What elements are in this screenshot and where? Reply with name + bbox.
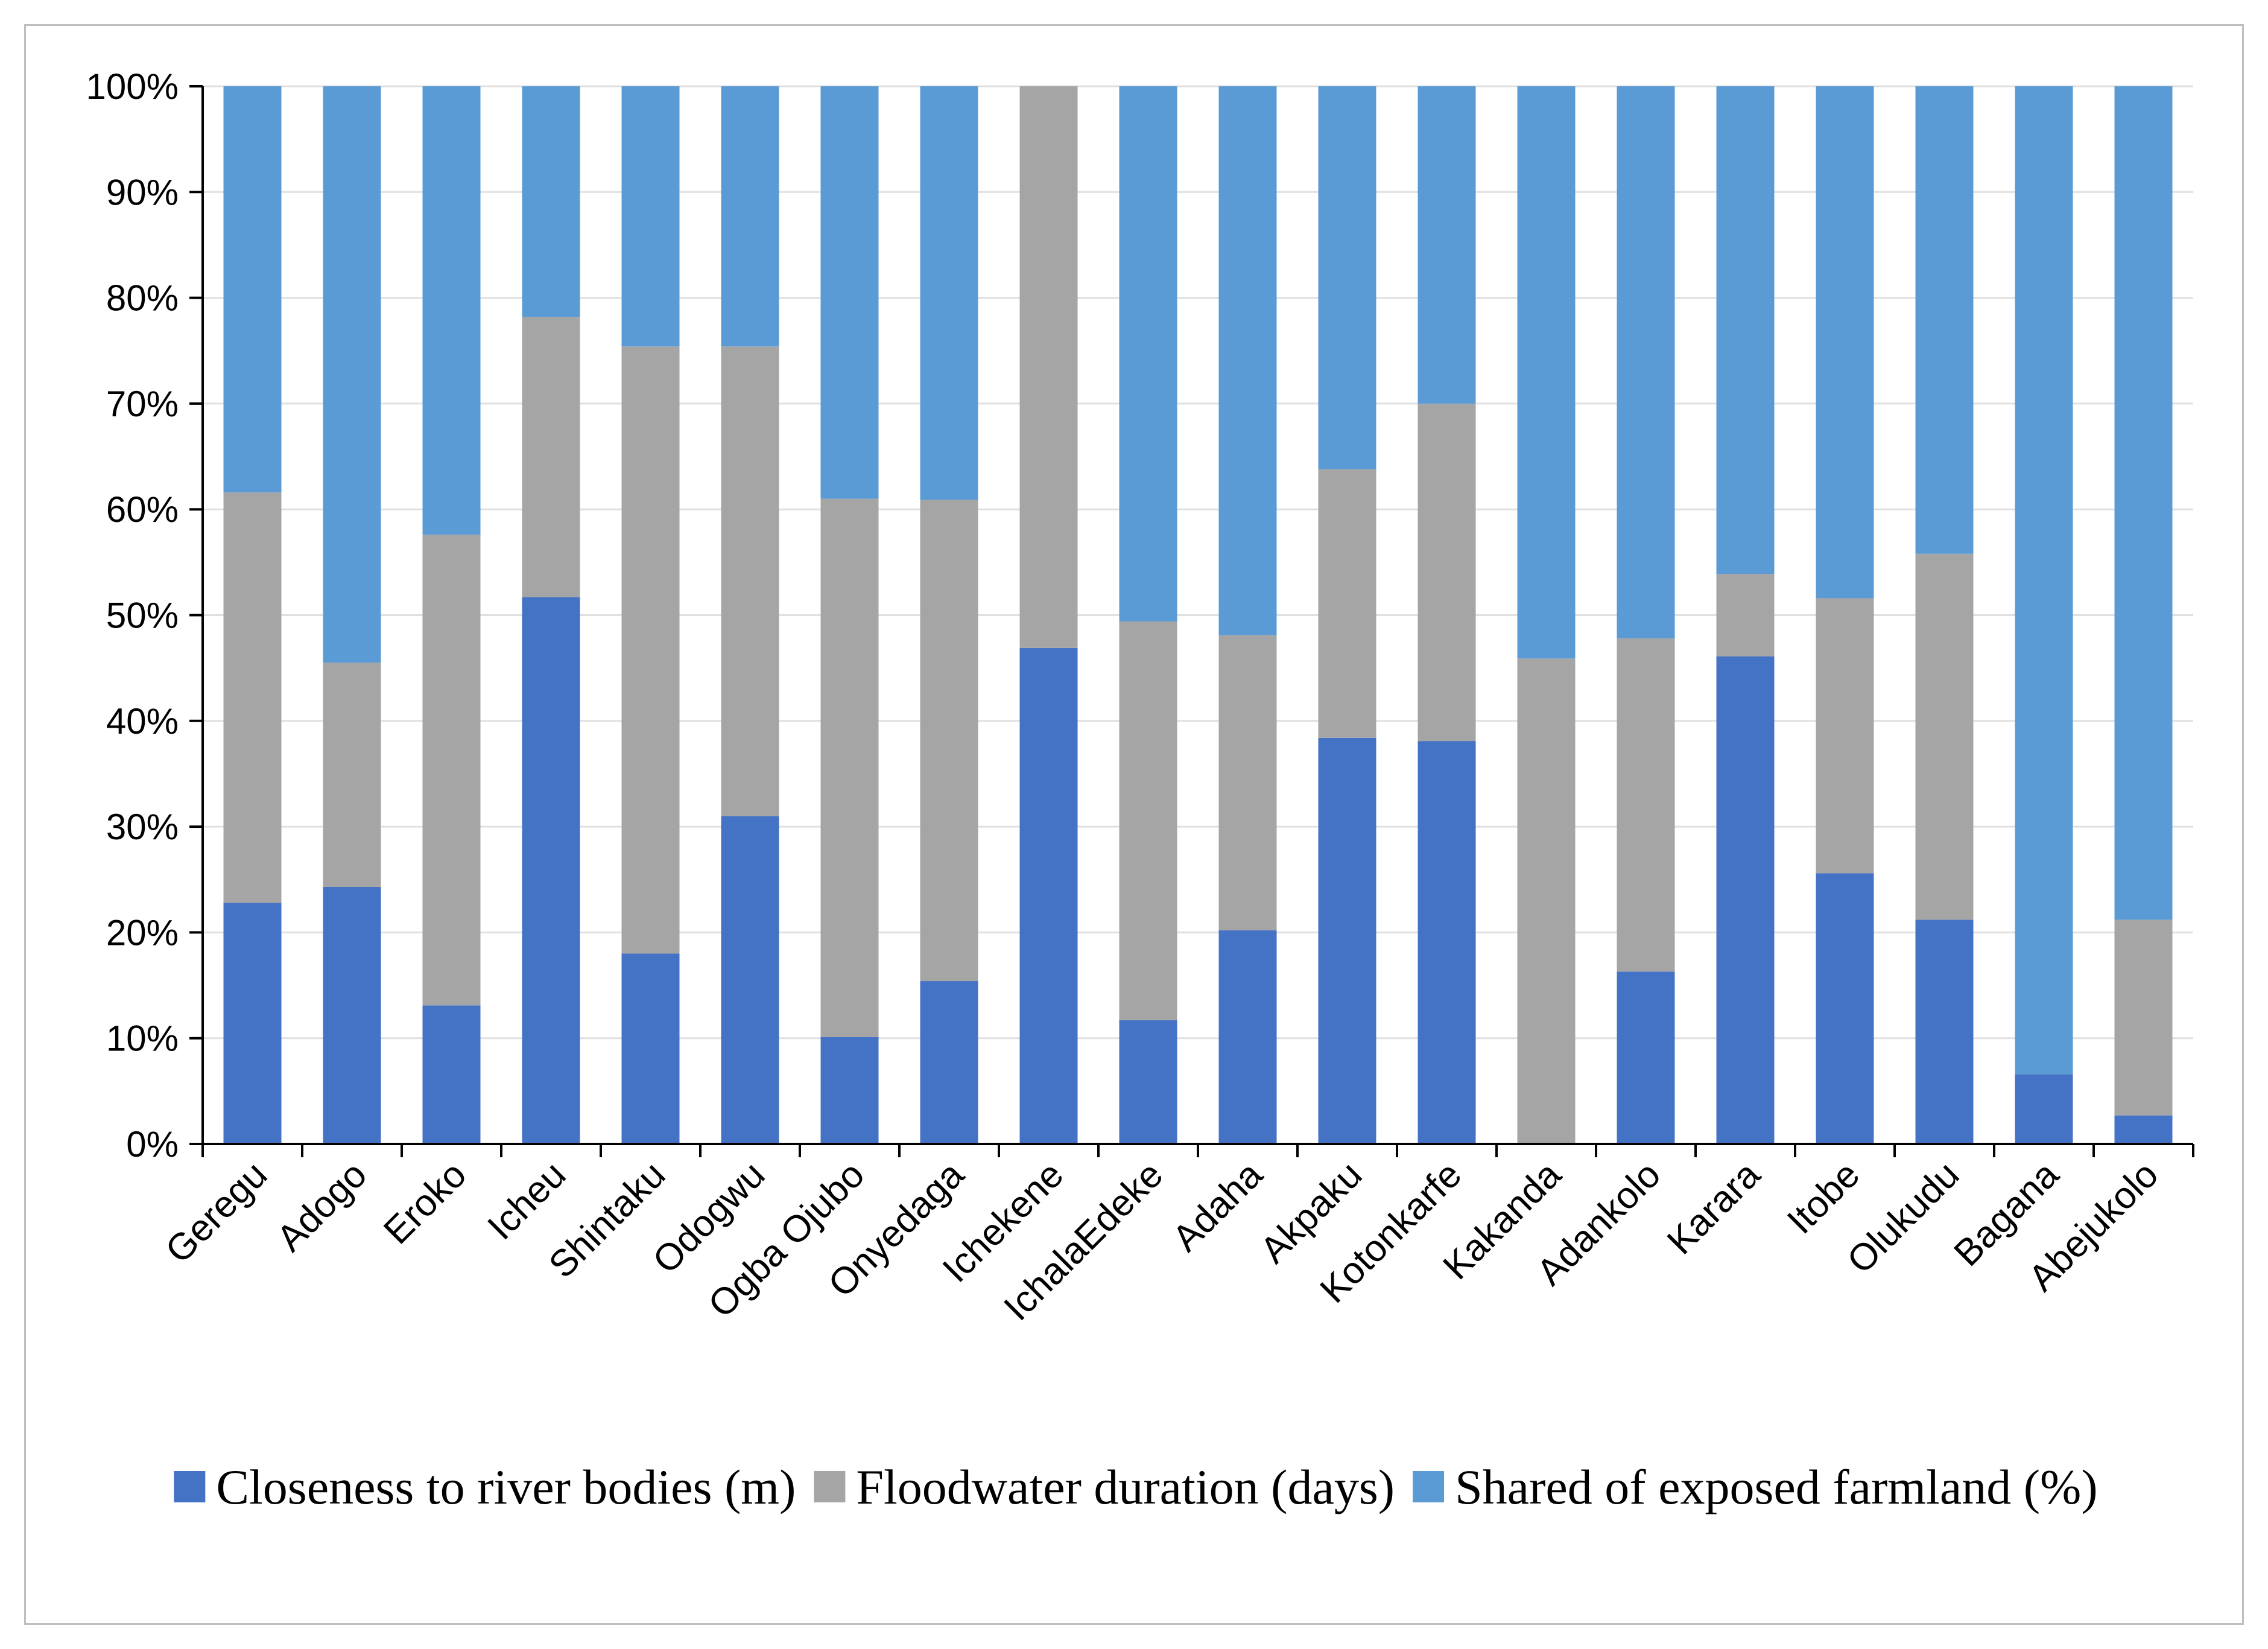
bar-segment-adogo-s3 <box>323 86 381 663</box>
bar-segment-shintaku-s3 <box>621 86 680 347</box>
legend-item-3: Shared of exposed farmland (%) <box>1413 1460 2098 1514</box>
bars <box>223 86 2173 1144</box>
chart-frame: 0% 10% 20% 30% 40% 50% 60% 70% 80% 90% 100% Geregu… <box>24 24 2244 1625</box>
bar-segment-onyedaga-s1 <box>920 981 978 1144</box>
bar-segment-olukudu-s1 <box>1915 920 1974 1144</box>
bar-segment-adaha-s2 <box>1218 635 1277 930</box>
y-tick-label: 20% <box>106 912 179 953</box>
bar-segment-kakanda-s2 <box>1517 658 1576 1144</box>
y-tick-label: 10% <box>106 1018 179 1059</box>
legend-label: Floodwater duration (days) <box>856 1460 1395 1514</box>
bar-segment-adogo-s1 <box>323 887 381 1144</box>
bar-segment-geregu-s2 <box>223 492 282 903</box>
bar-segment-eroko-s3 <box>422 86 481 535</box>
y-tick-label: 60% <box>106 489 179 530</box>
bar-segment-ichalaedeke-s3 <box>1119 86 1177 622</box>
bar-segment-icheu-s1 <box>522 597 580 1144</box>
bar-segment-olukudu-s3 <box>1915 86 1974 554</box>
bar-segment-eroko-s2 <box>422 535 481 1006</box>
bar-segment-akpaku-s3 <box>1318 86 1376 469</box>
x-tick-label: Geregu <box>157 1154 275 1271</box>
bar-segment-geregu-s3 <box>223 86 282 493</box>
legend-label: Shared of exposed farmland (%) <box>1455 1460 2098 1514</box>
y-tick-label: 80% <box>106 278 179 319</box>
bar-segment-kotonkarfe-s2 <box>1418 403 1476 742</box>
bar-segment-onyedaga-s3 <box>920 86 978 500</box>
bar-segment-ichalaedeke-s2 <box>1119 621 1177 1020</box>
legend-swatch <box>814 1471 846 1502</box>
bar-segment-karara-s3 <box>1716 86 1775 574</box>
bar-segment-ichalaedeke-s1 <box>1119 1020 1177 1144</box>
legend-item-1: Closeness to river bodies (m) <box>174 1460 796 1514</box>
bar-segment-itobe-s2 <box>1816 598 1874 874</box>
bar-segment-kakanda-s3 <box>1517 86 1576 659</box>
bar-segment-shintaku-s2 <box>621 346 680 954</box>
bar-segment-icheu-s2 <box>522 317 580 597</box>
x-tick-label: Eroko <box>376 1154 474 1252</box>
bar-segment-onyedaga-s2 <box>920 500 978 982</box>
bar-segment-karara-s2 <box>1716 574 1775 656</box>
legend-swatch <box>1413 1471 1445 1502</box>
bar-segment-adankolo-s3 <box>1617 86 1675 639</box>
bar-segment-akpaku-s2 <box>1318 469 1376 738</box>
stacked-bar-chart: 0% 10% 20% 30% 40% 50% 60% 70% 80% 90% 100% Geregu… <box>86 66 2194 1514</box>
bar-segment-kotonkarfe-s1 <box>1418 741 1476 1144</box>
bar-segment-eroko-s1 <box>422 1005 481 1144</box>
bar-segment-adogo-s2 <box>323 662 381 888</box>
y-tick-label: 100% <box>86 66 179 107</box>
legend: Closeness to river bodies (m) Floodwater … <box>174 1460 2098 1514</box>
bar-segment-ichekene-s2 <box>1019 86 1078 648</box>
y-axis-ticks: 0% 10% 20% 30% 40% 50% 60% 70% 80% 90% 100% <box>86 66 203 1164</box>
bar-segment-adaha-s3 <box>1218 86 1277 635</box>
bar-segment-olukudu-s2 <box>1915 553 1974 920</box>
bar-segment-ogba-ojubo-s3 <box>820 86 879 499</box>
bar-segment-karara-s1 <box>1716 656 1775 1144</box>
bar-segment-bagana-s1 <box>2015 1074 2073 1144</box>
x-tick-label: Olukudu <box>1839 1154 1967 1282</box>
y-tick-label: 0% <box>126 1124 179 1164</box>
bar-segment-itobe-s1 <box>1816 873 1874 1144</box>
bar-segment-abejukolo-s3 <box>2114 86 2173 920</box>
x-tick-label: Itobe <box>1779 1154 1867 1242</box>
bar-segment-odogwu-s3 <box>721 86 779 347</box>
y-tick-label: 90% <box>106 172 179 212</box>
y-tick-label: 30% <box>106 807 179 847</box>
bar-segment-adankolo-s1 <box>1617 971 1675 1144</box>
gridlines <box>203 85 2193 1040</box>
x-tick-label: Adogo <box>269 1154 375 1260</box>
bar-segment-adaha-s1 <box>1218 930 1277 1144</box>
bar-segment-ogba-ojubo-s1 <box>820 1037 879 1144</box>
legend-item-2: Floodwater duration (days) <box>814 1460 1395 1514</box>
y-tick-label: 40% <box>106 701 179 742</box>
bar-segment-odogwu-s2 <box>721 346 779 816</box>
bar-segment-abejukolo-s2 <box>2114 920 2173 1116</box>
bar-segment-geregu-s1 <box>223 903 282 1144</box>
legend-swatch <box>174 1471 206 1502</box>
bar-segment-kotonkarfe-s3 <box>1418 86 1476 404</box>
bar-segment-icheu-s3 <box>522 86 580 317</box>
bar-segment-shintaku-s1 <box>621 953 680 1144</box>
axes <box>201 86 2194 1157</box>
legend-label: Closeness to river bodies (m) <box>216 1460 796 1514</box>
bar-segment-odogwu-s1 <box>721 816 779 1144</box>
x-tick-label: Karara <box>1659 1154 1769 1263</box>
bar-segment-abejukolo-s1 <box>2114 1115 2173 1144</box>
y-tick-label: 70% <box>106 384 179 424</box>
bar-segment-ogba-ojubo-s2 <box>820 498 879 1037</box>
bar-segment-bagana-s3 <box>2015 86 2073 1075</box>
y-tick-label: 50% <box>106 596 179 636</box>
bar-segment-itobe-s3 <box>1816 86 1874 599</box>
bar-segment-akpaku-s1 <box>1318 737 1376 1144</box>
x-tick-label: Icheu <box>480 1154 574 1248</box>
bar-segment-adankolo-s2 <box>1617 638 1675 972</box>
bar-segment-ichekene-s1 <box>1019 647 1078 1144</box>
